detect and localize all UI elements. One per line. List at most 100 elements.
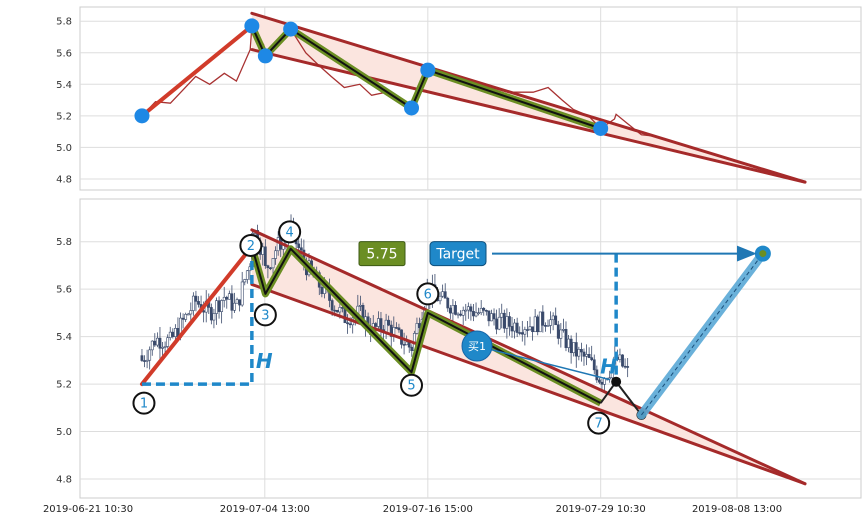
- candle-body: [448, 307, 452, 314]
- candle-body: [554, 315, 558, 326]
- candle-body: [582, 351, 586, 357]
- candle-body: [482, 307, 486, 311]
- candle-body: [269, 267, 272, 270]
- bottom-y-tick-label: 5.2: [56, 380, 72, 391]
- candle-body: [341, 307, 344, 309]
- candle-body: [330, 300, 334, 311]
- pivot-marker: [587, 411, 611, 435]
- candle-body: [518, 332, 522, 334]
- candle-body: [415, 323, 419, 334]
- candle-body: [459, 313, 463, 316]
- candle-body: [173, 328, 177, 337]
- candle-body: [479, 307, 483, 314]
- x-tick-label: 2019-07-04 13:00: [220, 504, 310, 515]
- candle-body: [274, 250, 277, 259]
- candle-body: [230, 293, 234, 311]
- candle-body: [263, 246, 267, 266]
- candle-body: [389, 324, 393, 337]
- lower-trendline: [250, 282, 807, 486]
- candle-body: [562, 329, 565, 331]
- top-y-tick-label: 5.0: [56, 143, 72, 154]
- height-label-2: H: [600, 354, 617, 378]
- bottom-panel: 4.8 5.0 5.2 5.4 5.6 5.8 H H 5.75 Target 买1 1 2 3 4 5 6…: [43, 198, 862, 515]
- candle-body: [184, 314, 188, 320]
- height-measure-1: [141, 246, 254, 386]
- top-y-tick-label: 4.8: [56, 174, 72, 185]
- candle-body: [533, 316, 537, 333]
- candle-body: [574, 342, 578, 357]
- candle-body: [464, 309, 468, 312]
- candle-body: [546, 325, 550, 327]
- candle-body: [181, 317, 185, 320]
- candle-body: [299, 247, 303, 251]
- candle-body: [191, 295, 195, 311]
- pivot-dot: [134, 108, 150, 124]
- candle-body: [508, 316, 511, 327]
- candle-body: [235, 299, 239, 304]
- candle-body: [610, 366, 614, 379]
- candle-body: [487, 310, 491, 322]
- bottom-pivot-markers: 1 2 3 4 5 6 7: [132, 220, 611, 435]
- candle-body: [536, 316, 540, 333]
- candle-body: [333, 309, 337, 312]
- candle-body: [346, 322, 349, 325]
- candle-body: [484, 310, 488, 312]
- candle-body: [394, 327, 398, 329]
- candle-body: [261, 246, 265, 255]
- pivot-marker: [400, 373, 424, 397]
- candle-body: [531, 326, 534, 333]
- candle-body: [217, 300, 221, 312]
- candle-body: [502, 312, 506, 329]
- candle-body: [567, 338, 570, 348]
- candle-body: [441, 291, 445, 297]
- candle-body: [621, 354, 624, 367]
- candle-body: [225, 296, 229, 300]
- top-grid: [80, 7, 861, 190]
- candle-body: [155, 337, 159, 346]
- bottom-y-tick-label: 5.8: [56, 237, 72, 248]
- candle-body: [143, 360, 146, 362]
- candle-body: [161, 347, 164, 349]
- candle-body: [505, 316, 509, 329]
- candle-body: [623, 365, 627, 368]
- bottom-y-tick-label: 4.8: [56, 475, 72, 486]
- candle-body: [626, 366, 630, 368]
- pivot-label: 3: [261, 308, 269, 323]
- value-box: [358, 241, 406, 267]
- candle-body: [472, 311, 475, 317]
- candle-body: [438, 295, 442, 302]
- candle-body: [477, 312, 481, 315]
- candle-body: [544, 325, 547, 327]
- candle-body: [541, 311, 545, 326]
- rise-leg: [139, 23, 254, 118]
- upper-trendline: [250, 11, 807, 184]
- pivot-marker: [278, 220, 302, 244]
- candle-body: [276, 237, 280, 252]
- candle-body: [569, 338, 573, 354]
- pivot-dot: [244, 18, 260, 34]
- lower-trendline: [250, 48, 807, 184]
- candle-body: [600, 381, 604, 385]
- bottom-y-tick-label: 5.4: [56, 332, 72, 343]
- target-arrow-core: [641, 253, 764, 416]
- pivot-marker: [253, 303, 277, 327]
- candle-body: [577, 349, 581, 357]
- pivot-dot: [404, 100, 420, 116]
- zigzag-core: [250, 246, 602, 404]
- candle-body: [443, 291, 447, 299]
- target-dot-inner: [759, 250, 767, 258]
- target-box: [429, 241, 487, 267]
- candle-body: [515, 322, 519, 333]
- candle-body: [500, 312, 504, 318]
- candle-body: [153, 340, 157, 346]
- candle-body: [597, 379, 601, 383]
- candle-body: [387, 319, 391, 326]
- pivot-marker: [132, 391, 156, 415]
- candle-body: [222, 296, 226, 301]
- candle-body: [523, 329, 527, 335]
- pivot-dot: [593, 120, 609, 136]
- top-y-tick-label: 5.4: [56, 80, 72, 91]
- candle-body: [587, 354, 591, 358]
- candle-body: [320, 286, 324, 294]
